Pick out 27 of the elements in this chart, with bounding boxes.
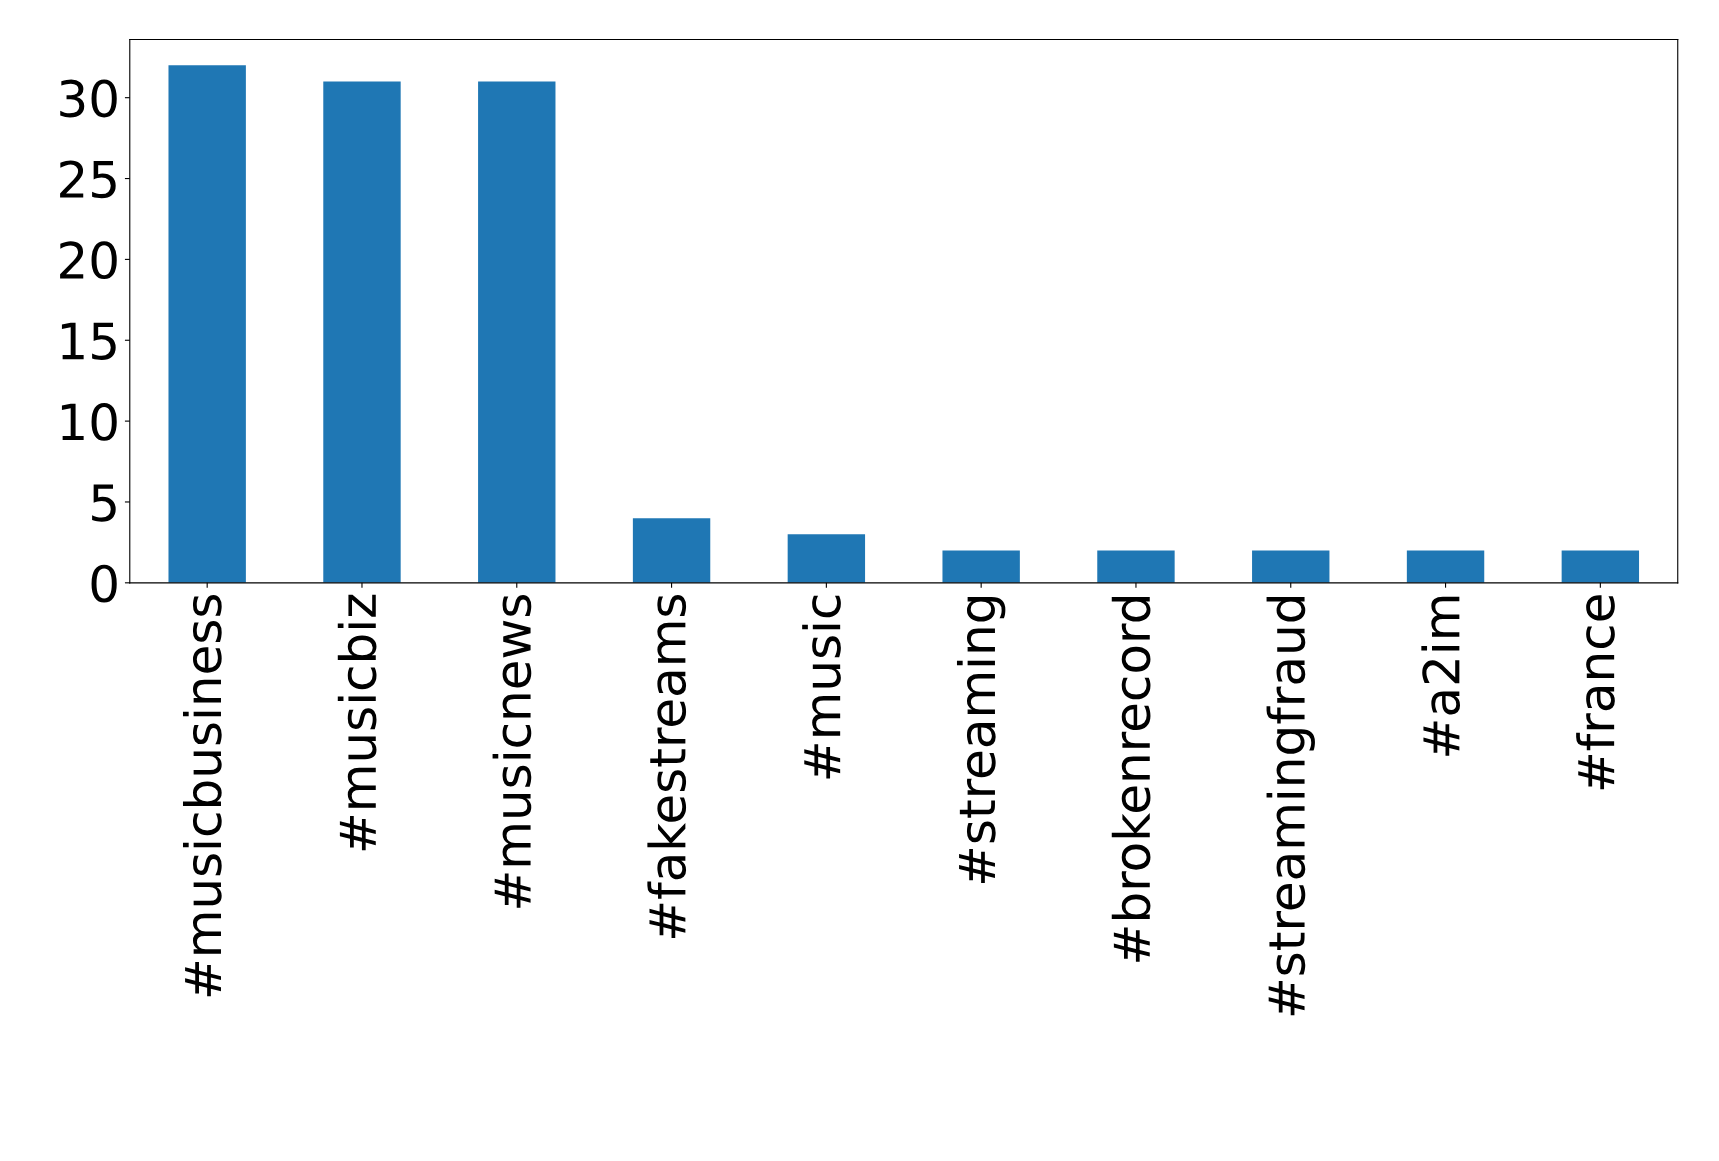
y-tick-label: 25 <box>60 160 116 199</box>
y-tick-label: 0 <box>91 564 117 603</box>
y-tick-label: 10 <box>61 403 117 441</box>
x-tick-label: #brokenrecord <box>1111 597 1151 962</box>
x-tick-label: #streaming <box>956 597 1006 884</box>
bar <box>1252 550 1330 583</box>
y-tick-label: 15 <box>61 322 116 360</box>
bar <box>632 518 711 583</box>
x-tick-label: #musicbusiness <box>182 594 222 997</box>
x-tick-label: #fakestreams <box>647 594 687 938</box>
bar <box>323 81 401 583</box>
x-tick-label: #musicnews <box>492 594 532 908</box>
x-tick-label: #a2im <box>1421 596 1461 756</box>
y-tick-label: 30 <box>60 79 117 118</box>
x-tick-label: #streamingfraud <box>1266 597 1315 1016</box>
y-tick-label: 20 <box>60 241 117 280</box>
bar <box>1097 550 1175 583</box>
bar <box>478 81 556 583</box>
x-tick-label: #musicbiz <box>337 594 377 851</box>
bar <box>787 534 866 583</box>
bar <box>1561 550 1640 583</box>
x-tick-label: #france <box>1576 595 1615 790</box>
bar <box>942 550 1020 583</box>
bar <box>1406 550 1485 583</box>
x-tick-label: #music <box>802 595 841 779</box>
y-tick-label: 5 <box>92 484 116 522</box>
bar <box>168 65 246 583</box>
